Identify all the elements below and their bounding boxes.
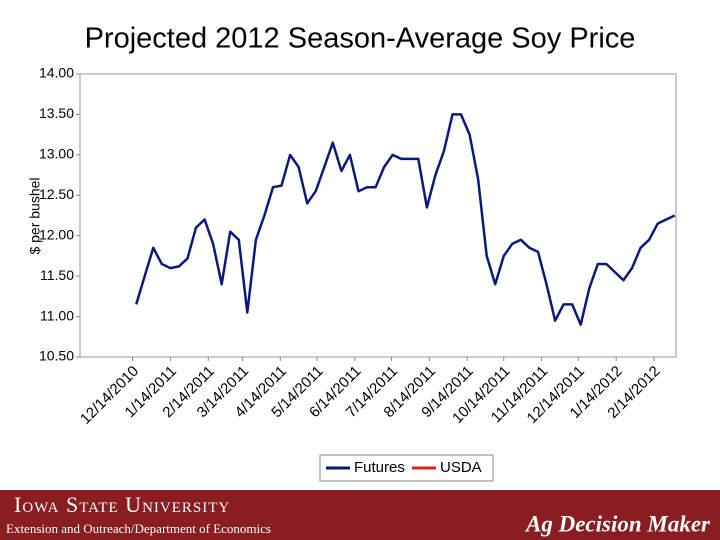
- legend-label: USDA: [440, 459, 482, 476]
- y-tick-label: 10.50: [39, 348, 74, 364]
- y-tick-label: 13.50: [39, 105, 74, 121]
- y-tick-label: 14.00: [39, 65, 74, 81]
- footer-band: [0, 490, 720, 540]
- department: Extension and Outreach/Department of Eco…: [6, 521, 271, 536]
- chart-title: Projected 2012 Season-Average Soy Price: [85, 23, 636, 55]
- plot-frame: [79, 73, 677, 358]
- legend-label: Futures: [354, 459, 405, 476]
- y-tick-label: 11.50: [40, 267, 74, 283]
- y-axis-label: $ per bushel: [27, 177, 43, 254]
- brand: Ag Decision Maker: [524, 511, 711, 536]
- y-tick-label: 12.00: [39, 226, 74, 242]
- y-tick-label: 13.00: [39, 146, 74, 162]
- series-line: [135, 113, 676, 326]
- university-name: Iowa State University: [14, 492, 230, 517]
- y-tick-label: 11.00: [40, 307, 74, 323]
- y-tick-label: 12.50: [39, 186, 74, 202]
